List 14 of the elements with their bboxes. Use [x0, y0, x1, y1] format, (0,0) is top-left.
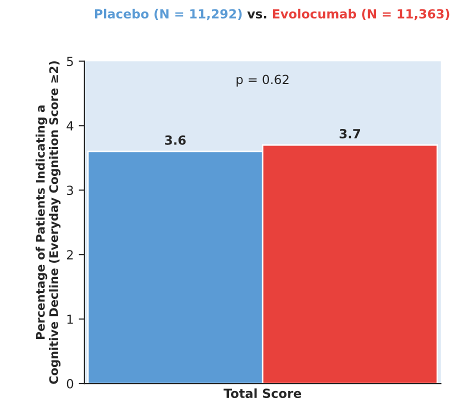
data-label: 3.7: [340, 128, 360, 138]
x-tick-label: Total Score: [224, 388, 302, 398]
text: Evolocumab (N = 11,363): [272, 8, 450, 20]
y-tick-label: 0: [66, 378, 74, 388]
y-tick-label: 2: [66, 250, 73, 260]
y-tick-label: 4: [66, 121, 74, 130]
y-tick-label: 5: [67, 56, 73, 66]
annotation: p = 0.62: [236, 74, 288, 87]
data-label: 3.6: [165, 135, 186, 145]
text: vs.: [247, 11, 266, 19]
y-tick-label: 3: [67, 186, 73, 196]
y-tick-label: 1: [67, 314, 73, 324]
text: Placebo (N = 11,292): [94, 8, 242, 20]
y-axis-title: Percentage of Patients Indicating a Cognitive Decline (Everyday Cognition Score ≥2): [36, 61, 60, 384]
